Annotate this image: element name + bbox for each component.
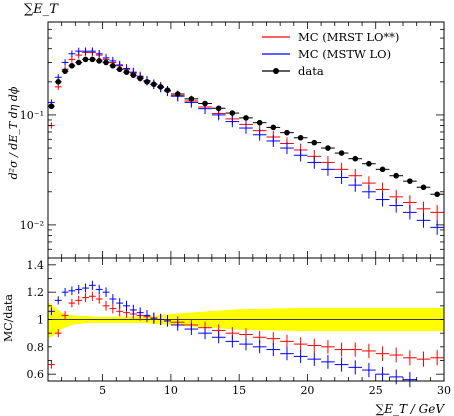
data-point [110,62,116,69]
data-point [144,79,150,85]
legend-label-mrst: MC (MRST LO**) [298,30,399,44]
ratio-y-tick-label: 0.6 [27,368,45,381]
main-series-data [48,56,444,198]
x-tick-label: 5 [99,384,106,397]
data-point [379,166,386,173]
data-point [325,145,331,151]
ratio-uncertainty-band [48,301,444,339]
data-point [137,75,143,82]
data-point [256,119,263,126]
main-y-tick-label: 10⁻¹ [20,109,44,122]
ratio-y-tick-label: 0.8 [27,341,45,354]
data-point [164,87,171,93]
legend: MC (MRST LO**) MC (MSTW LO) data [262,30,399,78]
data-point [366,160,372,167]
ratio-y-axis-label: MC/data [2,294,15,342]
data-point [103,59,109,66]
x-axis-label: ∑E_T / GeV [376,402,446,416]
data-point [284,129,290,136]
legend-label-mstw: MC (MSTW LO) [298,47,391,61]
data-point [157,84,164,90]
x-tick-label: 30 [437,384,451,397]
data-point [338,150,345,156]
ratio-y-tick-label: 1 [37,314,44,327]
data-point [297,134,304,141]
main-series-mc-mrst-lo- [48,48,444,220]
data-point [311,139,318,146]
x-tick-label: 10 [164,384,178,397]
data-point [96,58,103,64]
main-y-axis-label: d²σ / dE_T dη dϕ [7,86,20,179]
x-tick-label: 15 [232,384,246,397]
main-series-mc-mstw-lo- [48,47,444,235]
legend-entry-data: data [262,64,324,78]
data-point [270,124,277,131]
x-tick-label: 20 [300,384,314,397]
main-y-tick-label: 10⁻² [20,219,44,232]
data-point [393,172,400,179]
data-point [151,81,157,88]
data-point [55,79,62,85]
data-point [130,72,137,78]
data-point [62,68,68,74]
ratio-series-mc-mrst-lo- [48,291,444,369]
data-point [407,178,413,184]
data-point [69,62,75,69]
data-point [352,155,359,162]
ratio-series-mc-mstw-lo- [48,280,417,388]
axes: 5 10 15 20 25 30 10⁻¹ 10⁻² 0.6 0.8 1 1.2 1.4 [20,21,451,397]
data-point [229,110,236,116]
data-point [123,69,130,75]
data-point [116,66,123,73]
data-point [82,56,89,63]
chart-title: ∑E_T [24,2,59,17]
data-point [202,100,208,107]
data-point [243,115,249,121]
x-tick-label: 25 [369,384,383,397]
legend-entry-mrst: MC (MRST LO**) [262,30,399,44]
legend-label-data: data [298,64,324,78]
data-point [89,56,96,63]
data-point [75,59,82,66]
data-point [215,105,222,112]
legend-entry-mstw: MC (MSTW LO) [262,47,391,61]
data-point [48,103,55,110]
ratio-y-tick-label: 1.4 [27,259,45,272]
data-point [174,91,181,97]
data-point [420,184,427,191]
data-point [434,191,440,198]
ratio-y-tick-label: 1.2 [27,286,45,299]
data-point [188,96,195,102]
ratio-band-area [48,301,444,339]
